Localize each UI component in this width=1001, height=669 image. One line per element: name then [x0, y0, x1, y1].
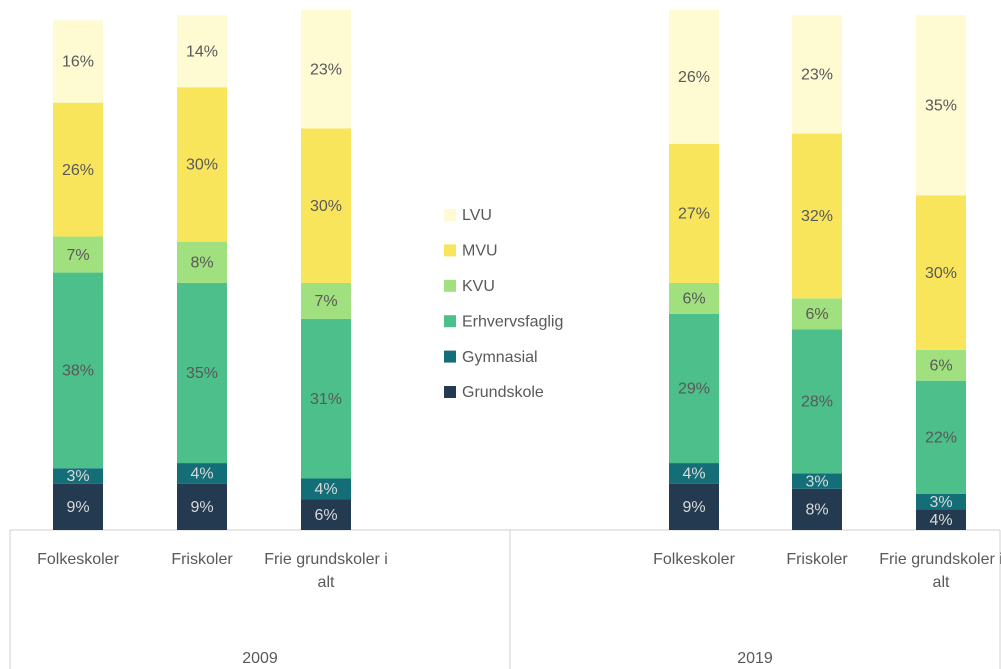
value-label: 9%	[682, 499, 705, 516]
x-tick-label: Folkeskoler	[37, 551, 119, 568]
bar-segment	[177, 87, 227, 242]
bar-segment	[301, 128, 351, 283]
value-label: 6%	[314, 507, 337, 524]
value-label: 28%	[801, 394, 833, 411]
bar-segment	[792, 329, 842, 474]
value-label: 7%	[314, 293, 337, 310]
value-label: 8%	[805, 502, 828, 519]
bar-segment	[177, 241, 227, 283]
value-label: 3%	[929, 494, 952, 511]
value-label: 9%	[66, 499, 89, 516]
value-label: 30%	[310, 198, 342, 215]
value-label: 16%	[62, 54, 94, 71]
legend-label: MVU	[462, 243, 498, 260]
bar-segment	[792, 298, 842, 330]
legend-swatch	[444, 315, 456, 328]
legend-label: Erhvervsfaglig	[462, 313, 563, 330]
value-label: 26%	[62, 162, 94, 179]
bar-segment	[792, 488, 842, 530]
x-tick-label: Frie grundskoler i alt	[879, 551, 1001, 591]
category-label-box: Folkeskoler	[653, 551, 735, 568]
value-label: 3%	[805, 473, 828, 490]
value-label: 30%	[925, 265, 957, 282]
legend-swatch	[444, 279, 456, 292]
bar-segment	[669, 143, 719, 283]
bar-segment	[916, 493, 966, 510]
bar-segment	[792, 133, 842, 299]
legend-label: Gymnasial	[462, 349, 538, 366]
value-label: 3%	[66, 468, 89, 485]
value-label: 6%	[682, 291, 705, 308]
value-label: 31%	[310, 391, 342, 408]
x-tick-label: Folkeskoler	[653, 551, 735, 568]
bar-segment	[177, 282, 227, 464]
x-tick-label: Friskoler	[786, 551, 848, 568]
value-label: 9%	[190, 499, 213, 516]
value-label: 30%	[186, 157, 218, 174]
bar-segment	[669, 483, 719, 530]
legend-label: KVU	[462, 278, 495, 295]
bar-segment	[916, 195, 966, 350]
bar-segment	[301, 499, 351, 530]
bar-segment	[177, 483, 227, 530]
value-label: 6%	[805, 306, 828, 323]
category-label-box: Friskoler	[786, 551, 848, 568]
legend-swatch	[444, 350, 456, 363]
bar-segment	[53, 20, 103, 103]
value-label: 14%	[186, 43, 218, 60]
bar-segment	[53, 468, 103, 484]
bar-segment	[792, 473, 842, 489]
legend-swatch	[444, 386, 456, 398]
bar-segment	[177, 463, 227, 484]
value-label: 35%	[186, 365, 218, 382]
bar-segment	[53, 272, 103, 469]
category-label-box: Frie grundskoler i alt	[879, 551, 1001, 591]
bar-segment	[301, 478, 351, 500]
bar-segment	[53, 483, 103, 530]
value-label: 23%	[310, 61, 342, 78]
value-label: 26%	[678, 69, 710, 86]
value-label: 7%	[66, 247, 89, 264]
value-label: 23%	[801, 67, 833, 84]
bar-segment	[916, 349, 966, 381]
category-label-box: Folkeskoler	[37, 551, 119, 568]
bar-segment	[301, 10, 351, 129]
legend-label: Grundskole	[462, 384, 544, 401]
bar-segment	[669, 10, 719, 144]
bar-segment	[792, 15, 842, 134]
value-label: 4%	[314, 481, 337, 498]
legend-swatch	[444, 244, 456, 257]
x-tick-label: Frie grundskoler i alt	[264, 551, 388, 591]
bar-segment	[301, 282, 351, 319]
value-label: 4%	[190, 466, 213, 483]
value-label: 29%	[678, 381, 710, 398]
bar-segment	[916, 509, 966, 530]
legend-label: LVU	[462, 207, 492, 224]
value-label: 38%	[62, 363, 94, 380]
category-label-box: Friskoler	[171, 551, 233, 568]
bar-segment	[669, 282, 719, 314]
group-label: 2009	[242, 650, 278, 667]
bar-segment	[53, 102, 103, 237]
bar-segment	[53, 236, 103, 273]
group-label: 2019	[737, 650, 773, 667]
value-label: 22%	[925, 430, 957, 447]
value-label: 27%	[678, 206, 710, 223]
bar-segment	[916, 380, 966, 494]
bar-segment	[669, 313, 719, 464]
value-label: 35%	[925, 97, 957, 114]
value-label: 4%	[929, 512, 952, 529]
value-label: 4%	[682, 466, 705, 483]
bar-segment	[301, 318, 351, 479]
x-tick-label: Friskoler	[171, 551, 233, 568]
value-label: 32%	[801, 208, 833, 225]
value-label: 6%	[929, 357, 952, 374]
bar-segment	[177, 15, 227, 88]
bar-segment	[669, 463, 719, 484]
category-label-box: Frie grundskoler i alt	[264, 551, 388, 591]
legend-swatch	[444, 209, 456, 221]
value-label: 8%	[190, 254, 213, 271]
bar-segment	[916, 15, 966, 196]
